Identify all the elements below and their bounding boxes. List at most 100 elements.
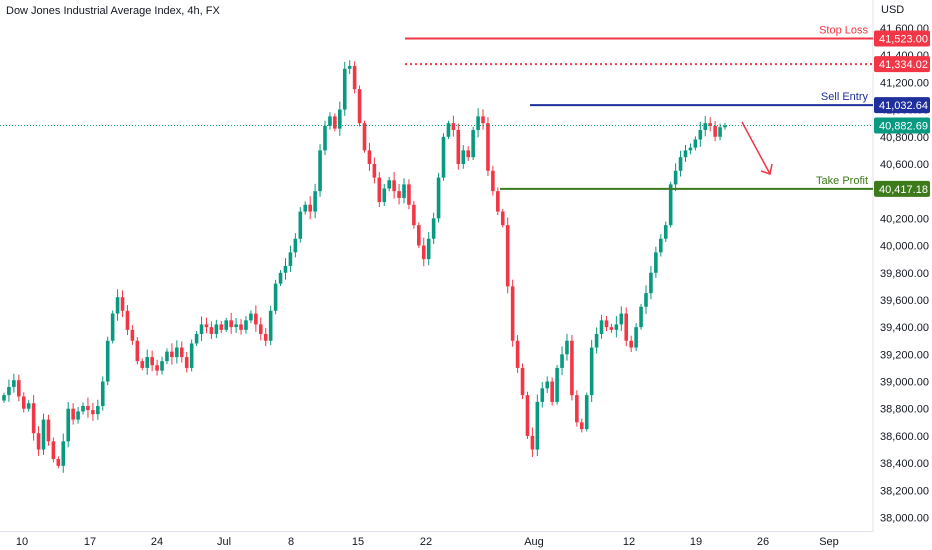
candle-body [214, 324, 219, 334]
candle-body [110, 313, 115, 341]
candle-body [105, 340, 110, 382]
candle-body [194, 333, 199, 344]
candle-body [718, 127, 722, 137]
candle-body [273, 283, 278, 311]
price-tick-label: 41,200.00 [880, 77, 929, 89]
candle-body [17, 380, 21, 397]
candle [100, 376, 105, 411]
candle-body [486, 123, 490, 171]
price-tick-label: 40,000.00 [880, 241, 929, 253]
candle [86, 397, 90, 418]
level-name-label: Stop Loss [819, 24, 868, 36]
candle [496, 187, 500, 215]
candle-body [412, 204, 416, 226]
candle [130, 325, 135, 346]
time-tick-label: 15 [352, 536, 364, 548]
candle-body [338, 109, 342, 129]
candle-body [179, 347, 184, 358]
candle-body [402, 184, 406, 198]
candle-body [659, 238, 663, 253]
candle [41, 413, 46, 455]
candle [333, 113, 337, 132]
candle-body [525, 395, 530, 436]
candle-body [209, 327, 214, 334]
candle [673, 163, 678, 192]
time-tick-label: 17 [84, 536, 96, 548]
candle [678, 150, 683, 177]
arrow-head-icon [760, 163, 773, 175]
candle [17, 374, 21, 402]
time-tick-label: 22 [420, 536, 432, 548]
candle [125, 304, 130, 336]
candle-body [155, 365, 159, 371]
candle-body [244, 320, 248, 330]
candle [718, 123, 722, 141]
candle-body [229, 320, 233, 328]
candle-body [387, 180, 391, 189]
candle-body [170, 351, 174, 358]
candle [510, 279, 515, 347]
candle-body [175, 347, 179, 358]
candle [397, 183, 401, 205]
candle-body [342, 68, 347, 110]
candle-body [323, 125, 327, 151]
candle [387, 177, 391, 192]
candle-body [678, 157, 683, 171]
candle-body [150, 357, 154, 366]
candle [288, 245, 293, 272]
level-price-label: 41,334.02 [879, 59, 928, 71]
price-axis[interactable]: 38,000.00 38,200.00 38,400.00 38,600.00 38,8… [872, 0, 929, 532]
candle-body [2, 395, 6, 401]
candle-body [268, 310, 273, 341]
candle [328, 112, 332, 130]
candle [584, 392, 589, 432]
candle-body [283, 265, 288, 273]
candle [249, 310, 253, 324]
candle-body [357, 89, 362, 124]
candle-body [683, 150, 688, 158]
level-price-tag [874, 117, 930, 134]
candle-body [21, 396, 26, 409]
candle [229, 312, 233, 334]
candle-body [649, 272, 653, 294]
candle-body [328, 116, 332, 126]
candle-body [500, 211, 505, 226]
candle [313, 183, 317, 219]
candle [258, 317, 263, 341]
candle [471, 126, 475, 160]
candle [308, 196, 312, 220]
level-name-label: Take Profit [816, 175, 868, 187]
candle-body [135, 340, 140, 362]
time-axis[interactable]: 10 17 24 Jul 8 15 22 Aug 12 19 26 Sep [0, 531, 873, 549]
candle [81, 402, 85, 415]
candle-body [160, 361, 164, 371]
candle-body [81, 406, 85, 412]
candle-body [392, 180, 396, 192]
candle-body [120, 297, 125, 311]
candle [115, 289, 120, 321]
candle [2, 392, 6, 403]
candle-body [219, 324, 224, 330]
candle [347, 60, 352, 75]
time-tick-label: Jul [217, 536, 231, 548]
candle [505, 217, 510, 294]
down-right-arrow-icon [741, 121, 771, 175]
candle [535, 394, 540, 457]
candle-body [589, 347, 594, 396]
level-name-label: Sell Entry [821, 91, 869, 103]
candle-body [56, 459, 61, 466]
candle-body [555, 367, 559, 402]
candle-body [254, 313, 258, 325]
candle [565, 333, 569, 361]
candle [604, 315, 609, 332]
candle-body [7, 386, 11, 396]
candle [7, 379, 11, 402]
candle [713, 121, 717, 142]
candle-body [199, 324, 204, 334]
candle-body [51, 441, 56, 460]
candle-body [584, 395, 589, 430]
candle-body [367, 150, 372, 164]
candle-body [476, 116, 480, 130]
